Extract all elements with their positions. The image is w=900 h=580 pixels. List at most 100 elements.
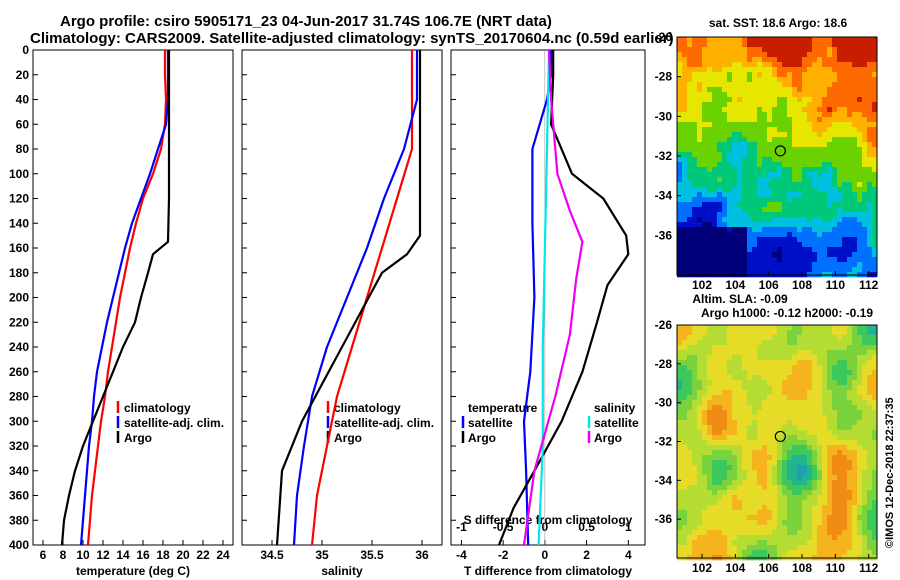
map-cell <box>797 465 803 471</box>
map-cell <box>817 117 823 123</box>
map-cell <box>862 420 868 426</box>
map-cell <box>757 400 763 406</box>
map-cell <box>762 167 768 173</box>
map-cell <box>862 232 868 238</box>
map-cell <box>727 470 733 476</box>
map-cell <box>677 450 683 456</box>
map-cell <box>742 232 748 238</box>
map-cell <box>822 202 828 208</box>
map-cell <box>737 470 743 476</box>
map-cell <box>827 345 833 351</box>
map-cell <box>817 505 823 511</box>
map-cell <box>847 500 853 506</box>
map-cell <box>712 262 718 268</box>
map-cell <box>707 237 713 243</box>
map-cell <box>707 545 713 551</box>
map-cell <box>827 212 833 218</box>
map-cell <box>767 197 773 203</box>
map-cell <box>682 470 688 476</box>
map-cell <box>867 490 873 496</box>
map-cell <box>682 102 688 108</box>
map-cell <box>782 330 788 336</box>
map-cell <box>847 450 853 456</box>
map-cell <box>707 207 713 213</box>
map-cell <box>822 137 828 143</box>
map-cell <box>722 445 728 451</box>
map-cell <box>677 420 683 426</box>
map-cell <box>757 72 763 78</box>
y-tick-label: 300 <box>9 414 29 428</box>
map-cell <box>742 147 748 153</box>
map-cell <box>727 57 733 63</box>
map-cell <box>827 355 833 361</box>
map-cell <box>762 77 768 83</box>
map-cell <box>787 365 793 371</box>
map-cell <box>862 102 868 108</box>
map-cell <box>767 237 773 243</box>
map-cell <box>842 465 848 471</box>
map-cell <box>757 360 763 366</box>
map-cell <box>777 182 783 188</box>
map-cell <box>867 435 873 441</box>
map-cell <box>737 430 743 436</box>
map-cell <box>717 520 723 526</box>
map-cell <box>682 345 688 351</box>
map-cell <box>852 182 858 188</box>
map-cell <box>737 182 743 188</box>
map-cell <box>767 157 773 163</box>
map-cell <box>747 227 753 233</box>
map-cell <box>857 335 863 341</box>
map-cell <box>737 350 743 356</box>
map-cell <box>727 515 733 521</box>
map-cell <box>807 415 813 421</box>
map-cell <box>772 460 778 466</box>
map-cell <box>847 490 853 496</box>
map-cell <box>822 445 828 451</box>
map-cell <box>677 257 683 263</box>
map-cell <box>697 222 703 228</box>
map-cell <box>842 47 848 53</box>
map-cell <box>717 530 723 536</box>
map-cell <box>732 122 738 128</box>
map-cell <box>857 410 863 416</box>
map-cell <box>837 410 843 416</box>
map-cell <box>812 375 818 381</box>
map-cell <box>707 330 713 336</box>
map-cell <box>677 460 683 466</box>
map-cell <box>792 440 798 446</box>
map-cell <box>807 67 813 73</box>
map-cell <box>817 490 823 496</box>
map-cell <box>727 525 733 531</box>
map-cell <box>692 202 698 208</box>
map-cell <box>867 485 873 491</box>
map-cell <box>762 535 768 541</box>
map-cell <box>837 187 843 193</box>
map-cell <box>777 102 783 108</box>
map-cell <box>817 237 823 243</box>
sla-map-subtitle: Argo h1000: -0.12 h2000: -0.19 <box>701 306 873 320</box>
map-cell <box>727 87 733 93</box>
map-cell <box>707 530 713 536</box>
map-cell <box>852 247 858 253</box>
map-cell <box>787 127 793 133</box>
map-cell <box>772 117 778 123</box>
map-cell <box>822 375 828 381</box>
map-cell <box>822 460 828 466</box>
map-cell <box>777 535 783 541</box>
map-cell <box>777 405 783 411</box>
map-cell <box>752 435 758 441</box>
map-cell <box>757 480 763 486</box>
map-cell <box>732 247 738 253</box>
map-cell <box>697 540 703 546</box>
map-cell <box>692 232 698 238</box>
map-cell <box>802 395 808 401</box>
map-cell <box>712 197 718 203</box>
map-cell <box>677 212 683 218</box>
map-cell <box>787 137 793 143</box>
map-cell <box>787 42 793 48</box>
map-cell <box>752 480 758 486</box>
map-cell <box>742 460 748 466</box>
map-cell <box>727 232 733 238</box>
map-cell <box>817 425 823 431</box>
map-cell <box>772 112 778 118</box>
